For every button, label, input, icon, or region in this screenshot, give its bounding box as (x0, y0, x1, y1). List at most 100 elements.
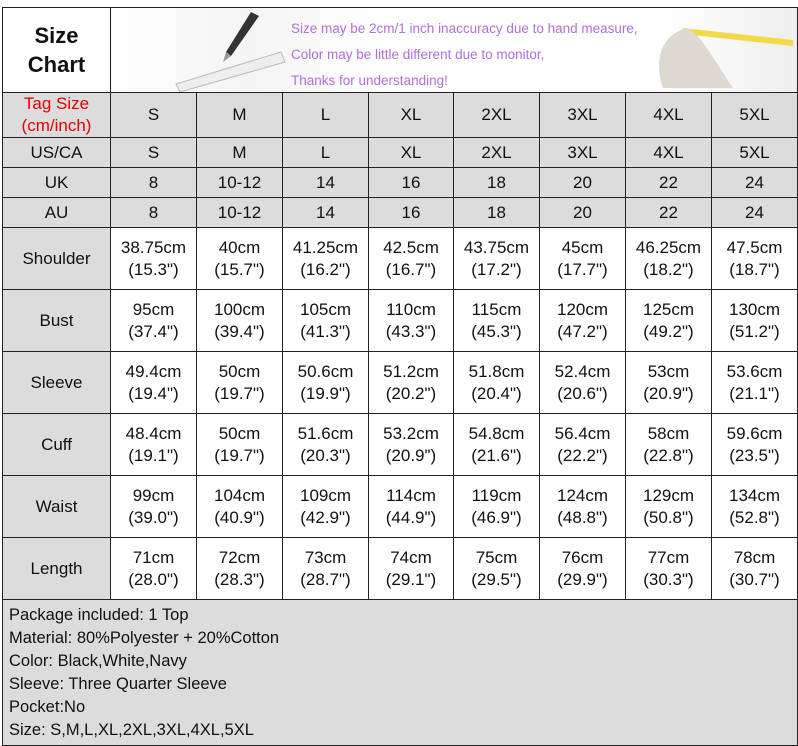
inch-value: (29.9") (557, 569, 608, 589)
cm-value: 42.5cm (383, 237, 439, 257)
measurement-cell: 95cm (37.4") (110, 289, 197, 352)
measurement-row: Shoulder 38.75cm (15.3") 40cm (15.7") 41.25cm… (2, 227, 798, 290)
size-cell: 18 (453, 197, 540, 228)
inch-value: (20.4") (471, 383, 522, 403)
size-cell: 5XL (711, 92, 798, 138)
size-cell: 3XL (539, 137, 626, 168)
note-line: Color may be little different due to mon… (291, 47, 545, 62)
measurement-row: Waist 99cm (39.0") 104cm (40.9") 109cm (42.9")… (2, 475, 798, 538)
inch-value: (40.9") (214, 507, 265, 527)
cm-value: 59.6cm (726, 423, 783, 443)
size-chart-title: Size Chart (2, 7, 111, 93)
cm-value: 114cm (386, 485, 436, 505)
inch-value: (21.6") (471, 445, 522, 465)
inch-value: (20.9") (643, 383, 694, 403)
inch-value: (29.1") (385, 569, 437, 589)
measurement-cell: 42.5cm (16.7") (368, 227, 454, 290)
inch-value: (16.2") (300, 259, 351, 279)
size-cell: 8 (110, 167, 197, 198)
notice-banner: Size may be 2cm/1 inch inaccuracy due to… (110, 7, 798, 93)
size-cell: 2XL (453, 92, 540, 138)
measurement-cell: 40cm (15.7") (196, 227, 283, 290)
cm-value: 41.25cm (292, 237, 359, 257)
inch-value: (39.0") (128, 507, 179, 527)
size-cell: M (196, 92, 283, 138)
inch-value: (19.7") (214, 383, 265, 403)
size-cell: S (110, 92, 197, 138)
row-label: US/CA (2, 137, 111, 168)
measurement-cell: 51.2cm (20.2") (368, 351, 454, 414)
inch-value: (46.9") (471, 507, 522, 527)
measurement-cell: 51.6cm (20.3") (282, 413, 369, 476)
inch-value: (20.6") (557, 383, 608, 403)
measurement-cell: 45cm (17.7") (539, 227, 626, 290)
size-cell: 24 (711, 197, 798, 228)
cm-value: 54.8cm (468, 423, 525, 443)
size-cell: 10-12 (196, 167, 283, 198)
inch-value: (29.5") (471, 569, 522, 589)
inch-value: (47.2") (557, 321, 608, 341)
inch-value: (19.9") (300, 383, 351, 403)
row-label: Cuff (2, 413, 111, 476)
inch-value: (17.2") (471, 259, 522, 279)
detail-line: Sleeve: Three Quarter Sleeve (9, 674, 227, 693)
inch-value: (21.1") (729, 383, 780, 403)
cm-value: 50cm (218, 423, 261, 443)
tag-size-label: Tag Size (cm/inch) (2, 92, 111, 138)
cm-value: 119cm (471, 485, 522, 505)
inch-value: (23.5") (729, 445, 780, 465)
cm-value: 78cm (733, 547, 776, 567)
inch-value: (19.7") (214, 445, 265, 465)
cm-value: 53cm (647, 361, 690, 381)
measurement-cell: 51.8cm (20.4") (453, 351, 540, 414)
cm-value: 52.4cm (554, 361, 611, 381)
detail-line: Pocket:No (9, 697, 86, 716)
inch-value: (19.1") (128, 445, 179, 465)
cm-value: 134cm (728, 485, 781, 505)
cm-value: 71cm (132, 547, 175, 567)
cm-value: 125cm (642, 299, 695, 319)
measurement-cell: 105cm (41.3") (282, 289, 369, 352)
cm-value: 100cm (213, 299, 266, 319)
inch-value: (15.3") (128, 259, 179, 279)
cm-value: 53.6cm (726, 361, 783, 381)
size-cell: 20 (539, 167, 626, 198)
inch-value: (28.3") (214, 569, 265, 589)
size-chart-table: Size Chart Size may be 2cm/1 inch inaccu… (2, 7, 798, 746)
measurement-cell: 134cm (52.8") (711, 475, 798, 538)
measurement-cell: 58cm (22.8") (625, 413, 712, 476)
size-cell: XL (368, 92, 454, 138)
size-cell: 10-12 (196, 197, 283, 228)
cm-value: 95cm (132, 299, 175, 319)
measurement-cell: 100cm (39.4") (196, 289, 283, 352)
measurement-cell: 129cm (50.8") (625, 475, 712, 538)
cm-value: 77cm (647, 547, 690, 567)
measurement-cell: 50cm (19.7") (196, 413, 283, 476)
size-cell: 4XL (625, 92, 712, 138)
measurement-cell: 50cm (19.7") (196, 351, 283, 414)
size-cell: L (282, 92, 369, 138)
cm-value: 99cm (132, 485, 175, 505)
inch-value: (49.2") (643, 321, 694, 341)
row-label: Bust (2, 289, 111, 352)
cm-value: 40cm (218, 237, 261, 257)
cm-value: 48.4cm (125, 423, 182, 443)
measurement-cell: 50.6cm (19.9") (282, 351, 369, 414)
inch-value: (20.2") (385, 383, 437, 403)
inch-value: (18.7") (729, 259, 780, 279)
size-cell: M (196, 137, 283, 168)
cm-value: 49.4cm (125, 361, 182, 381)
size-cell: XL (368, 137, 454, 168)
cm-value: 120cm (556, 299, 609, 319)
cm-value: 43.75cm (463, 237, 530, 257)
cm-value: 75cm (475, 547, 518, 567)
cm-value: 129cm (642, 485, 695, 505)
inch-value: (20.9") (385, 445, 437, 465)
cm-value: 76cm (561, 547, 604, 567)
detail-line: Package included: 1 Top (9, 605, 189, 624)
measurement-cell: 74cm (29.1") (368, 537, 454, 600)
inch-value: (30.3") (643, 569, 694, 589)
cm-value: 47.5cm (726, 237, 783, 257)
cm-value: 109cm (299, 485, 352, 505)
measurement-cell: 124cm (48.8") (539, 475, 626, 538)
